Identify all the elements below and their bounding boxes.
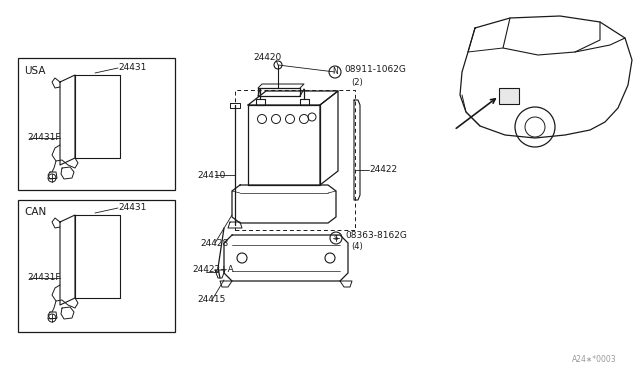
Bar [235, 90, 355, 230]
Text: 24428: 24428 [200, 238, 228, 247]
Bar [499, 88, 519, 104]
Bar [18, 200, 175, 332]
Text: CAN: CAN [24, 207, 46, 217]
Text: 24431: 24431 [118, 64, 147, 73]
Text: USA: USA [24, 66, 45, 76]
Text: 24415: 24415 [197, 295, 225, 305]
Text: S: S [334, 235, 338, 241]
Text: 24422: 24422 [369, 166, 397, 174]
Text: (2): (2) [351, 77, 363, 87]
Text: 08911-1062G: 08911-1062G [344, 65, 406, 74]
Bar [18, 58, 175, 190]
Text: 24431F: 24431F [27, 273, 61, 282]
Text: (4): (4) [351, 243, 363, 251]
Text: N: N [332, 67, 338, 77]
Text: 24410: 24410 [197, 170, 225, 180]
Text: 24431: 24431 [118, 203, 147, 212]
Text: 24422+A: 24422+A [192, 266, 234, 275]
Text: 08363-8162G: 08363-8162G [345, 231, 407, 241]
Text: 24431F: 24431F [27, 134, 61, 142]
Text: A24∗*0003: A24∗*0003 [572, 356, 616, 365]
Text: 24420: 24420 [253, 52, 281, 61]
